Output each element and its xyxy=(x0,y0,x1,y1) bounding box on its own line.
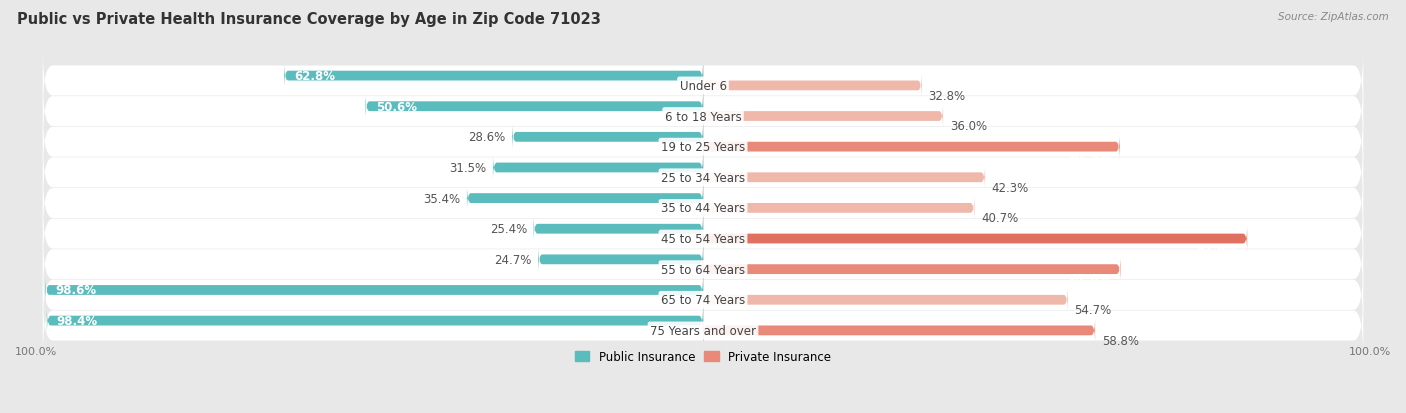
FancyBboxPatch shape xyxy=(703,317,1095,344)
Text: 98.6%: 98.6% xyxy=(55,284,97,297)
Text: 32.8%: 32.8% xyxy=(928,90,966,102)
FancyBboxPatch shape xyxy=(703,195,974,222)
Text: 62.6%: 62.6% xyxy=(1070,273,1111,286)
FancyBboxPatch shape xyxy=(42,203,1364,265)
FancyBboxPatch shape xyxy=(703,103,943,130)
Text: Under 6: Under 6 xyxy=(679,80,727,93)
FancyBboxPatch shape xyxy=(366,93,703,121)
Text: 98.4%: 98.4% xyxy=(56,314,98,328)
Text: 6 to 18 Years: 6 to 18 Years xyxy=(665,110,741,123)
Text: 62.5%: 62.5% xyxy=(1069,151,1109,164)
FancyBboxPatch shape xyxy=(42,142,1364,204)
Text: 31.5%: 31.5% xyxy=(449,161,486,175)
Text: 35 to 44 Years: 35 to 44 Years xyxy=(661,202,745,215)
Text: 42.3%: 42.3% xyxy=(991,181,1029,194)
FancyBboxPatch shape xyxy=(42,50,1364,112)
Text: 40.7%: 40.7% xyxy=(981,212,1018,225)
FancyBboxPatch shape xyxy=(703,287,1067,313)
FancyBboxPatch shape xyxy=(42,81,1364,143)
Text: 25 to 34 Years: 25 to 34 Years xyxy=(661,171,745,184)
Text: 62.8%: 62.8% xyxy=(294,70,335,83)
FancyBboxPatch shape xyxy=(45,277,703,304)
FancyBboxPatch shape xyxy=(42,234,1364,295)
Text: 55 to 64 Years: 55 to 64 Years xyxy=(661,263,745,276)
Text: 58.8%: 58.8% xyxy=(1102,334,1139,347)
Text: 28.6%: 28.6% xyxy=(468,131,506,144)
FancyBboxPatch shape xyxy=(42,264,1364,326)
Text: 75 Years and over: 75 Years and over xyxy=(650,324,756,337)
Text: 81.6%: 81.6% xyxy=(1197,242,1237,255)
FancyBboxPatch shape xyxy=(42,295,1364,356)
FancyBboxPatch shape xyxy=(46,307,703,334)
FancyBboxPatch shape xyxy=(703,225,1247,252)
FancyBboxPatch shape xyxy=(703,73,922,100)
Legend: Public Insurance, Private Insurance: Public Insurance, Private Insurance xyxy=(571,346,835,368)
Text: 50.6%: 50.6% xyxy=(375,100,416,114)
Text: 45 to 54 Years: 45 to 54 Years xyxy=(661,233,745,245)
Text: Source: ZipAtlas.com: Source: ZipAtlas.com xyxy=(1278,12,1389,22)
FancyBboxPatch shape xyxy=(42,112,1364,173)
FancyBboxPatch shape xyxy=(42,173,1364,234)
FancyBboxPatch shape xyxy=(467,185,703,212)
Text: 35.4%: 35.4% xyxy=(423,192,460,205)
Text: 19 to 25 Years: 19 to 25 Years xyxy=(661,141,745,154)
FancyBboxPatch shape xyxy=(284,63,703,90)
Text: 25.4%: 25.4% xyxy=(489,223,527,236)
Text: 65 to 74 Years: 65 to 74 Years xyxy=(661,294,745,306)
FancyBboxPatch shape xyxy=(534,216,703,242)
FancyBboxPatch shape xyxy=(703,164,986,191)
FancyBboxPatch shape xyxy=(703,256,1121,283)
FancyBboxPatch shape xyxy=(494,154,703,181)
FancyBboxPatch shape xyxy=(703,134,1119,161)
Text: 24.7%: 24.7% xyxy=(495,253,531,266)
Text: Public vs Private Health Insurance Coverage by Age in Zip Code 71023: Public vs Private Health Insurance Cover… xyxy=(17,12,600,27)
Text: 54.7%: 54.7% xyxy=(1074,303,1112,316)
FancyBboxPatch shape xyxy=(538,246,703,273)
FancyBboxPatch shape xyxy=(512,124,703,151)
Text: 36.0%: 36.0% xyxy=(949,120,987,133)
